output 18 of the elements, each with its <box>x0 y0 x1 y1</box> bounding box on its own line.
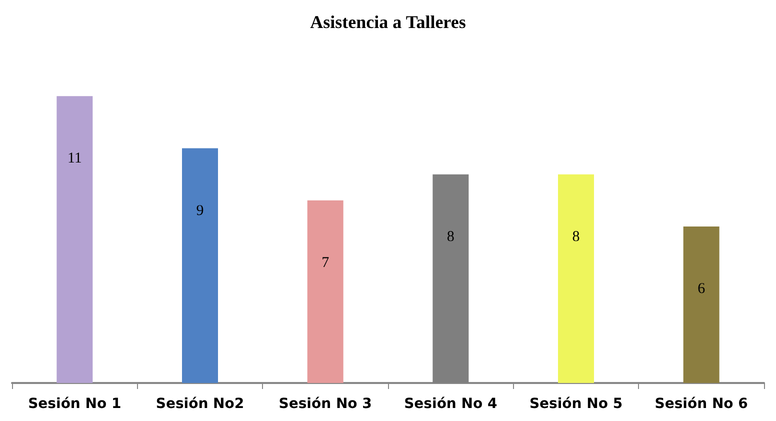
x-tick-label: Sesión No 5 <box>529 396 623 412</box>
x-tick-label: Sesión No 4 <box>404 396 498 412</box>
data-label: 11 <box>67 150 82 167</box>
x-tick-label: Sesión No 1 <box>28 396 122 412</box>
bar <box>683 226 720 383</box>
chart-title: Asistencia a Talleres <box>310 12 466 32</box>
data-label: 6 <box>698 281 706 297</box>
x-tick-label: Sesión No 6 <box>654 396 748 412</box>
bar <box>182 148 218 383</box>
bar <box>307 200 344 383</box>
bar <box>558 174 594 383</box>
data-label: 8 <box>572 228 580 245</box>
data-label: 9 <box>196 202 204 219</box>
bar <box>56 96 93 383</box>
data-label: 7 <box>322 254 330 271</box>
data-label: 8 <box>446 228 454 245</box>
x-tick-label: Sesión No2 <box>156 396 244 412</box>
x-tick-label: Sesión No 3 <box>278 396 372 412</box>
